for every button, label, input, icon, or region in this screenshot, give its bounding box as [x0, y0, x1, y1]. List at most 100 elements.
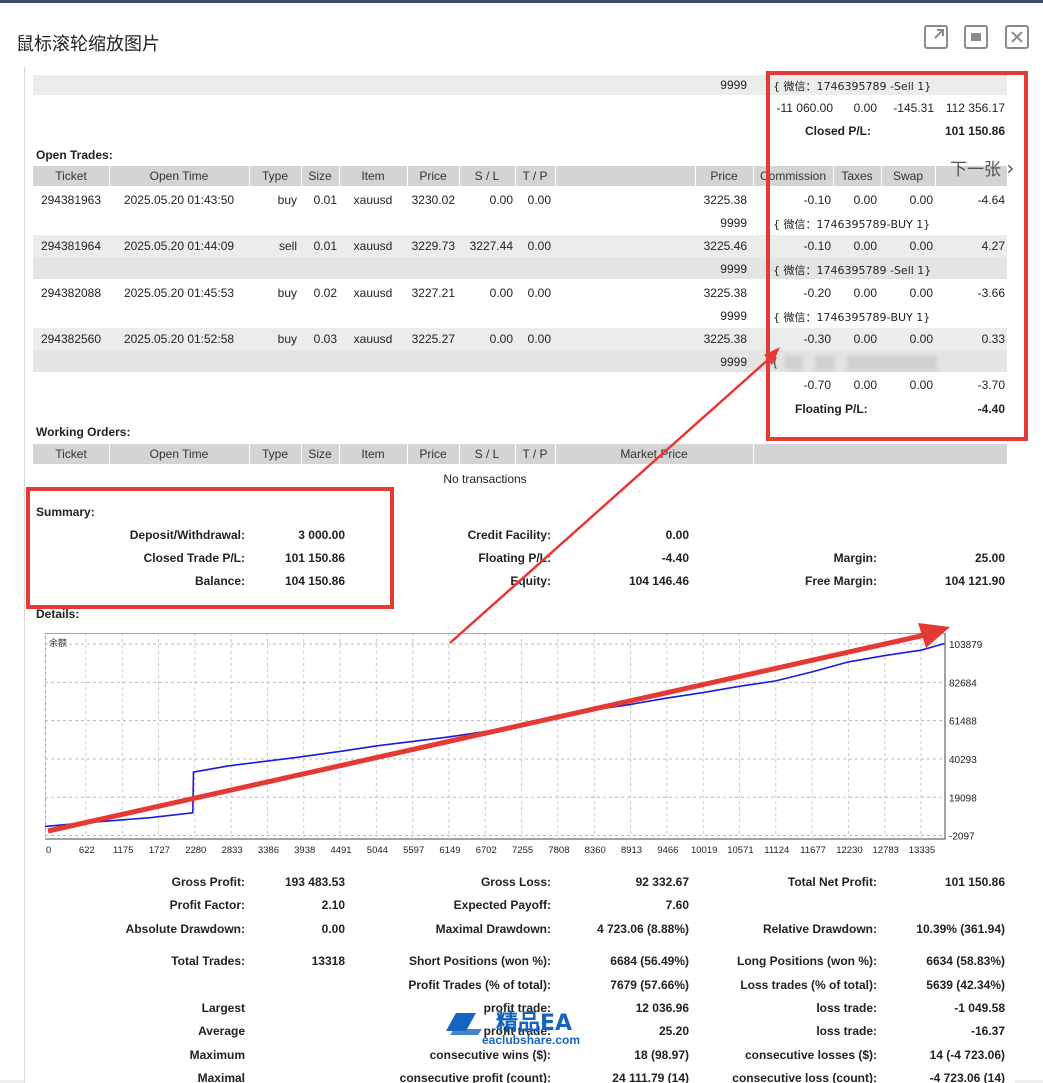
table-row-sl: 3227.44	[469, 239, 513, 253]
x-tick-label: 1175	[113, 845, 133, 856]
closed-trade-pl-value: 101 150.86	[284, 551, 345, 565]
x-tick-label: 8360	[585, 845, 606, 856]
table-row-profit: 0.33	[981, 332, 1005, 346]
table-row-ticket: 294382088	[40, 286, 102, 300]
x-tick-label: 5044	[367, 845, 388, 856]
table-row-time: 2025.05.20 01:43:50	[123, 193, 235, 207]
close-icon[interactable]	[1005, 25, 1029, 49]
deposit-value: 3 000.00	[298, 528, 345, 542]
open-external-icon[interactable]	[924, 25, 948, 49]
wo-col-price: Price	[419, 447, 447, 461]
summary-title: Summary:	[36, 505, 95, 519]
x-tick-label: 10571	[727, 845, 753, 856]
next-image-button[interactable]: 下一张 ›	[950, 155, 1014, 180]
col-current-price: Price	[710, 169, 738, 183]
abs-dd-label: Absolute Drawdown:	[125, 922, 245, 936]
no-transactions: No transactions	[443, 472, 527, 486]
table-row-magic: 9999	[720, 355, 747, 369]
x-tick-label: 2833	[222, 845, 243, 856]
fit-screen-icon[interactable]	[964, 25, 988, 49]
wo-col-type: Type	[261, 447, 288, 461]
table-row-commission: -0.20	[803, 286, 831, 300]
x-tick-label: 6149	[439, 845, 460, 856]
table-row-taxes: 0.00	[853, 332, 877, 346]
col-size: Size	[308, 169, 332, 183]
viewer-title: 鼠标滚轮缩放图片	[16, 34, 160, 55]
x-tick-label: 10019	[691, 845, 717, 856]
working-orders-title: Working Orders:	[36, 425, 131, 439]
table-row-current-price: 3225.38	[703, 193, 747, 207]
closed-total-taxes: 0.00	[853, 101, 877, 115]
annotation-arrows	[47, 347, 950, 834]
wo-col-market-price: Market Price	[620, 447, 688, 461]
long-label: Long Positions (won %):	[737, 954, 877, 968]
x-tick-label: 0	[46, 845, 51, 856]
table-row-type: buy	[277, 332, 297, 346]
wo-col-ticket: Ticket	[55, 447, 87, 461]
annotation-arrow-thin	[449, 357, 771, 644]
average-profit-label: profit trade:	[483, 1024, 551, 1038]
balance-chart: 余额 103879 82684 61488 40293 19098 -2097 0 622 1…	[44, 632, 1003, 857]
closed-total-profit: 112 356.17	[945, 101, 1005, 115]
table-row-swap: 0.00	[909, 193, 933, 207]
balance-chart-svg: 余额 103879 82684 61488 40293 19098 -2097 0 622 1…	[44, 632, 983, 856]
profit-factor-label: Profit Factor:	[169, 898, 245, 912]
table-row-time: 2025.05.20 01:52:58	[123, 332, 235, 346]
wo-col-size: Size	[308, 447, 332, 461]
closed-pl-value: 101 150.86	[944, 124, 1005, 138]
table-row-item: xauusd	[353, 239, 393, 253]
x-tick-label: 622	[79, 845, 95, 856]
table-row-taxes: 0.00	[853, 286, 877, 300]
x-tick-label: 5597	[403, 845, 424, 856]
table-row-time: 2025.05.20 01:45:53	[123, 286, 235, 300]
floating-pl-value: -4.40	[977, 402, 1005, 416]
x-tick-label: 6702	[476, 845, 497, 856]
max-dd-value: 4 723.06 (8.88%)	[596, 922, 689, 936]
y-tick-label: 103879	[949, 640, 983, 651]
annotation-arrow-thick	[47, 632, 926, 834]
total-trades-value: 13318	[311, 954, 345, 968]
max-wins-label: consecutive wins ($):	[429, 1048, 551, 1062]
equity-value: 104 146.46	[628, 574, 689, 588]
table-row-size: 0.02	[313, 286, 337, 300]
gross-profit-value: 193 483.53	[284, 875, 345, 889]
watermark-logo	[442, 1009, 484, 1046]
max-losses-label: consecutive losses ($):	[744, 1048, 877, 1062]
profit-trades-label: Profit Trades (% of total):	[408, 978, 551, 992]
table-row-sl: 0.00	[489, 193, 513, 207]
table-row-comment: { 微信：1746395789 -Sell 1}	[773, 264, 932, 277]
average-loss-label: loss trade:	[816, 1024, 877, 1038]
y-tick-label: 82684	[949, 678, 977, 689]
maximum-label: Maximum	[189, 1048, 245, 1062]
table-row-type: sell	[278, 239, 297, 253]
table-row-tp: 0.00	[527, 193, 551, 207]
total-net-value: 101 150.86	[944, 875, 1005, 889]
x-tick-label: 9466	[657, 845, 678, 856]
details-title: Details:	[36, 607, 80, 621]
x-tick-label: 3938	[294, 845, 315, 856]
highlight-box-summary	[26, 487, 394, 609]
col-item: Item	[361, 169, 385, 183]
table-row-comment: {	[773, 355, 778, 369]
x-tick-label: 12230	[836, 845, 862, 856]
table-row-profit: 4.27	[981, 239, 1005, 253]
open-trades-header	[33, 166, 1007, 186]
table-row-item: xauusd	[353, 332, 393, 346]
table-row-taxes: 0.00	[853, 239, 877, 253]
table-row-tp: 0.00	[527, 286, 551, 300]
abs-dd-value: 0.00	[321, 922, 345, 936]
closed-total-swap: -145.31	[893, 101, 934, 115]
open-total-commission: -0.70	[803, 378, 831, 392]
closed-total-commission: -11 060.00	[776, 101, 834, 115]
table-row-swap: 0.00	[909, 286, 933, 300]
short-label: Short Positions (won %):	[409, 954, 551, 968]
gross-loss-value: 92 332.67	[635, 875, 689, 889]
max-wins-value: 18 (98.97)	[634, 1048, 689, 1062]
open-total-swap: 0.00	[909, 378, 933, 392]
table-row-time: 2025.05.20 01:44:09	[123, 239, 235, 253]
table-row-price: 3229.73	[411, 239, 455, 253]
table-row-profit: -3.66	[977, 286, 1005, 300]
open-total-profit: -3.70	[977, 378, 1005, 392]
col-taxes: Taxes	[841, 169, 873, 183]
short-value: 6684 (56.49%)	[610, 954, 689, 968]
